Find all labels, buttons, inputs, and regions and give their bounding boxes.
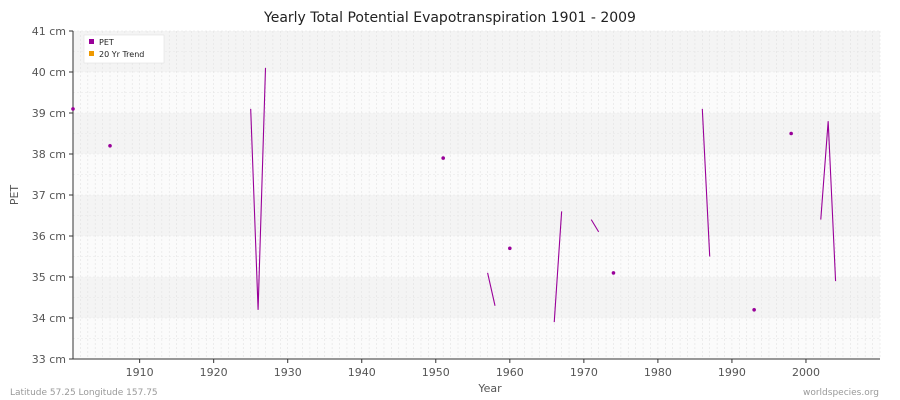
pet-line-segment bbox=[250, 67, 267, 310]
y-tick-label: 41 cm bbox=[32, 25, 66, 38]
x-tick-label: 1920 bbox=[200, 366, 228, 379]
grid-lines bbox=[72, 30, 881, 360]
pet-line-segment bbox=[487, 272, 496, 306]
legend-swatch-trend bbox=[89, 51, 94, 56]
pet-point bbox=[441, 156, 445, 160]
pet-point bbox=[752, 308, 756, 312]
y-tick-label: 40 cm bbox=[32, 66, 66, 79]
x-tick-label: 1960 bbox=[496, 366, 524, 379]
pet-point bbox=[108, 144, 112, 148]
x-axis-ticks: 1910 1920 1930 1940 1950 1960 1970 1980 1990 2000 bbox=[126, 359, 820, 379]
footer-coordinates: Latitude 57.25 Longitude 157.75 bbox=[10, 388, 158, 398]
y-tick-label: 37 cm bbox=[32, 189, 66, 202]
plot-area bbox=[71, 67, 837, 323]
x-tick-label: 1980 bbox=[644, 366, 672, 379]
y-tick-label: 34 cm bbox=[32, 312, 66, 325]
pet-point bbox=[508, 246, 512, 251]
pet-point bbox=[789, 131, 793, 136]
y-tick-label: 38 cm bbox=[32, 148, 66, 161]
legend-box bbox=[83, 34, 165, 64]
x-tick-label: 1930 bbox=[274, 366, 302, 379]
chart-title: Yearly Total Potential Evapotranspiratio… bbox=[263, 10, 636, 26]
pet-line-segment bbox=[701, 108, 711, 257]
x-tick-label: 1970 bbox=[570, 366, 598, 379]
y-tick-label: 36 cm bbox=[32, 230, 66, 243]
legend-label-pet: PET bbox=[99, 38, 114, 47]
legend: PET 20 Yr Trend bbox=[83, 34, 165, 64]
y-axis-ticks: 33 cm 34 cm 35 cm 36 cm 37 cm 38 cm 39 cm 40 cm… bbox=[32, 25, 73, 366]
background-bands bbox=[73, 31, 880, 359]
pet-point bbox=[71, 107, 75, 111]
x-tick-label: 1950 bbox=[422, 366, 450, 379]
pet-line-segment bbox=[590, 219, 600, 233]
y-axis-label: PET bbox=[8, 185, 21, 206]
pet-line-segment bbox=[553, 211, 563, 323]
x-tick-label: 1990 bbox=[718, 366, 746, 379]
y-tick-label: 39 cm bbox=[32, 107, 66, 120]
y-tick-label: 35 cm bbox=[32, 271, 66, 284]
pet-point bbox=[611, 271, 616, 275]
pet-line-segment bbox=[820, 121, 837, 282]
y-tick-label: 33 cm bbox=[32, 353, 66, 366]
footer-source: worldspecies.org bbox=[803, 388, 879, 398]
legend-swatch-pet bbox=[89, 39, 94, 44]
x-tick-label: 1910 bbox=[126, 366, 154, 379]
x-axis-label: Year bbox=[477, 382, 502, 395]
legend-label-trend: 20 Yr Trend bbox=[99, 50, 144, 59]
x-tick-label: 1940 bbox=[348, 366, 376, 379]
x-tick-label: 2000 bbox=[792, 366, 820, 379]
